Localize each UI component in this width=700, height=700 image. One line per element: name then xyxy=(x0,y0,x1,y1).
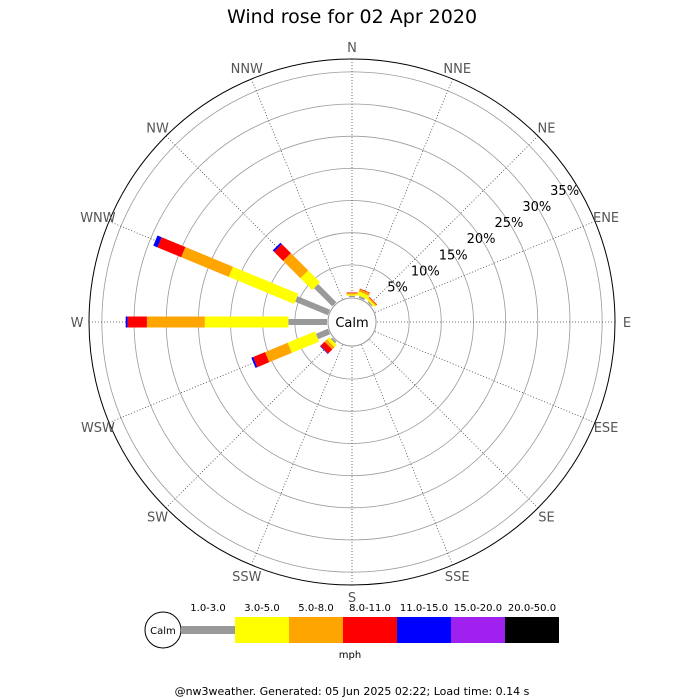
direction-label-ne: NE xyxy=(537,122,555,137)
direction-label-sse: SSE xyxy=(445,570,470,585)
legend-swatch-0 xyxy=(181,626,235,634)
bar-nne-bin-0 xyxy=(358,296,366,301)
legend-swatch-5 xyxy=(451,617,505,643)
legend-items: 1.0-3.0 3.0-5.0 5.0-8.0 8.0-11.0 11.0-15.0 15… xyxy=(181,603,559,643)
direction-label-ene: ENE xyxy=(593,211,619,226)
bar-w-bin-4 xyxy=(125,316,128,328)
bar-nw-bin-4 xyxy=(272,242,282,252)
calm-center: Calm xyxy=(327,297,377,347)
ring-label: 35% xyxy=(550,184,579,199)
direction-label-sw: SW xyxy=(147,510,168,525)
bar-nw-bin-1 xyxy=(300,270,320,290)
grid-spoke xyxy=(369,135,539,305)
chart-title: Wind rose for 02 Apr 2020 xyxy=(227,6,477,28)
grid-spoke xyxy=(361,344,454,566)
bar-sw-bin-0 xyxy=(330,337,337,344)
bar-w-bin-1 xyxy=(204,316,289,328)
bar-n-bin-3 xyxy=(346,292,358,294)
legend-bin-label: 15.0-20.0 xyxy=(454,603,502,614)
calm-label: Calm xyxy=(335,316,368,331)
footer-text: @nw3weather. Generated: 05 Jun 2025 02:2… xyxy=(175,685,530,698)
calm-circle xyxy=(327,297,377,347)
speed-legend: Calm 1.0-3.0 3.0-5.0 5.0-8.0 8.0-11.0 11.0-1… xyxy=(144,603,559,661)
grid-spoke xyxy=(369,339,539,509)
bar-sw-bin-1 xyxy=(326,337,337,348)
legend-swatch-1 xyxy=(235,617,289,643)
grid-spoke xyxy=(361,78,454,300)
bar-w-bin-2 xyxy=(146,316,205,328)
direction-label-nne: NNE xyxy=(443,62,471,77)
legend-calm-label: Calm xyxy=(150,626,176,637)
legend-swatch-4 xyxy=(397,617,451,643)
bar-nw-bin-0 xyxy=(314,284,337,307)
bar-nw-bin-3 xyxy=(274,244,291,261)
direction-label-ssw: SSW xyxy=(232,570,262,585)
bar-sw-bin-4 xyxy=(320,345,329,354)
legend-bin-label: 3.0-5.0 xyxy=(244,603,279,614)
ring-label: 25% xyxy=(494,216,523,231)
bar-nw-bin-2 xyxy=(283,253,309,279)
bar-wnw-bin-0 xyxy=(295,296,331,316)
legend-swatch-3 xyxy=(343,617,397,643)
bar-wsw-bin-3 xyxy=(253,352,270,368)
direction-label-s: S xyxy=(348,591,356,606)
bar-wnw-bin-4 xyxy=(153,235,162,248)
bar-nne-bin-1 xyxy=(357,291,369,300)
bar-sw-bin-2 xyxy=(324,339,335,350)
bar-w-bin-0 xyxy=(288,319,327,325)
legend-swatch-2 xyxy=(289,617,343,643)
direction-label-wsw: WSW xyxy=(81,421,115,436)
bar-wnw-bin-1 xyxy=(228,266,299,304)
legend-bin-label: 5.0-8.0 xyxy=(298,603,333,614)
direction-label-wnw: WNW xyxy=(80,211,116,226)
bar-n-bin-0 xyxy=(349,295,355,297)
bar-wsw-bin-2 xyxy=(265,342,292,363)
bar-sw-bin-3 xyxy=(320,341,333,354)
bar-ne-bin-1 xyxy=(366,298,376,308)
bar-ne-bin-0 xyxy=(367,301,373,307)
wind-bars xyxy=(125,235,378,368)
direction-label-nnw: NNW xyxy=(231,62,263,77)
bar-wnw-bin-3 xyxy=(157,237,186,258)
bar-nne-bin-2 xyxy=(358,289,370,296)
grid-spoke xyxy=(250,344,343,566)
labels: N NNE NE ENE E ESE SE SSE S SSW SW WSW W WNW NW NNW 5%10… xyxy=(71,41,632,606)
bar-wnw-bin-2 xyxy=(181,247,233,277)
direction-label-n: N xyxy=(347,41,357,56)
legend-bin-label: 1.0-3.0 xyxy=(190,603,225,614)
ring-label: 30% xyxy=(522,200,551,215)
ring-label: 20% xyxy=(467,232,496,247)
legend-bin-label: 11.0-15.0 xyxy=(400,603,448,614)
bar-ne-bin-2 xyxy=(368,297,377,306)
direction-label-nw: NW xyxy=(146,122,169,137)
grid-spoke xyxy=(374,220,596,313)
legend-bin-label: 20.0-50.0 xyxy=(508,603,556,614)
direction-label-se: SE xyxy=(538,510,554,525)
legend-units: mph xyxy=(339,650,361,661)
bar-nne-bin-3 xyxy=(359,288,371,294)
direction-label-e: E xyxy=(623,316,631,331)
grid-spoke xyxy=(374,331,596,424)
bar-wsw-bin-1 xyxy=(287,331,320,353)
ring-label: 15% xyxy=(439,248,468,263)
bar-n-bin-2 xyxy=(346,293,358,295)
legend-bin-label: 8.0-11.0 xyxy=(349,603,391,614)
grid-spoke xyxy=(165,339,335,509)
bar-w-bin-3 xyxy=(127,316,147,328)
bar-wsw-bin-4 xyxy=(251,357,258,368)
bar-ne-bin-3 xyxy=(369,296,378,305)
ring-label: 10% xyxy=(411,264,440,279)
direction-label-w: W xyxy=(71,316,84,331)
direction-label-ese: ESE xyxy=(594,421,619,436)
bar-n-bin-1 xyxy=(346,294,358,296)
ring-label: 5% xyxy=(387,280,408,295)
bar-wsw-bin-0 xyxy=(315,328,331,340)
legend-swatch-6 xyxy=(505,617,559,643)
grid-spoke xyxy=(250,78,343,300)
